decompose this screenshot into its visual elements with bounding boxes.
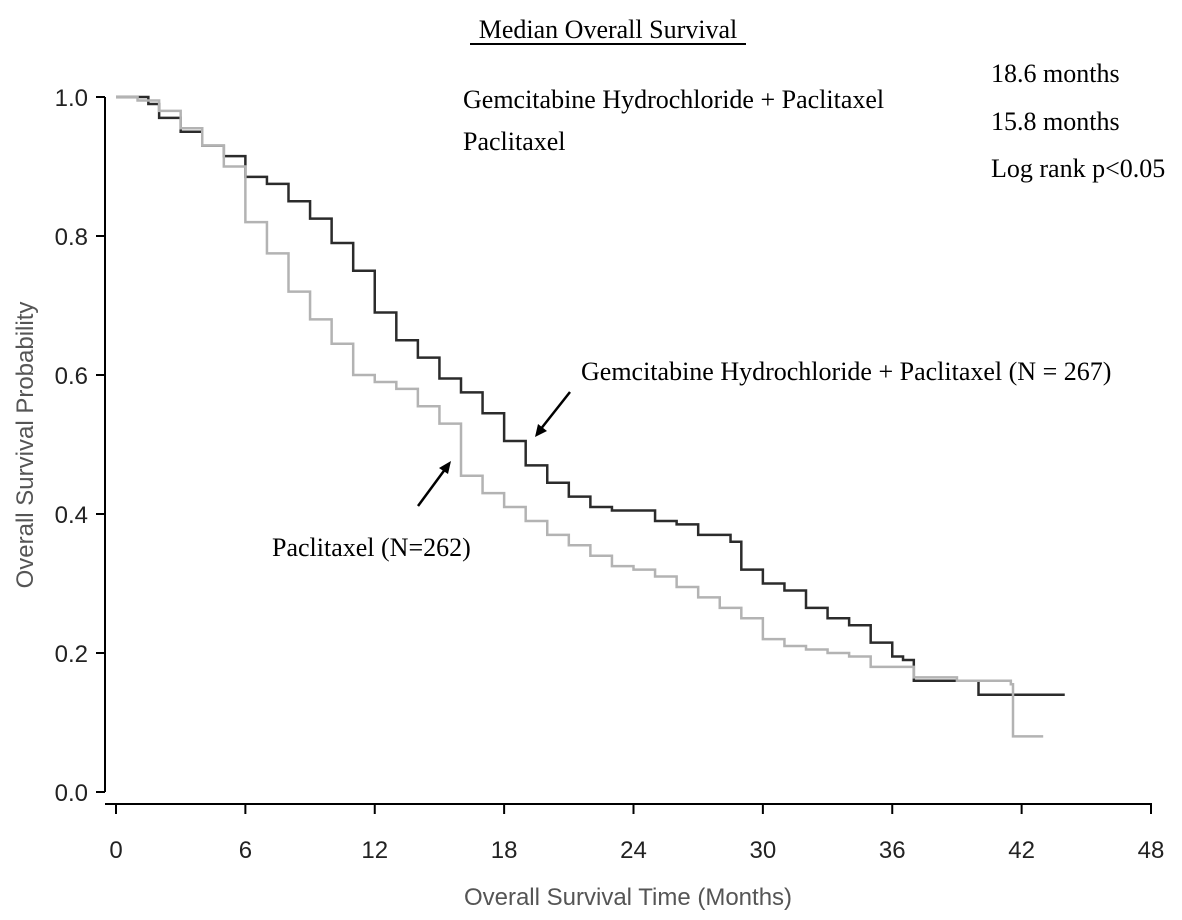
annotation-gem: Gemcitabine Hydrochloride + Paclitaxel (… xyxy=(581,357,1111,386)
annotation-arrow-pac xyxy=(416,461,451,507)
x-tick-label: 36 xyxy=(879,837,906,864)
x-tick-label: 48 xyxy=(1138,837,1165,864)
annotation-pac: Paclitaxel (N=262) xyxy=(272,533,471,562)
y-axis-label: Overall Survival Probability xyxy=(12,302,39,589)
legend-label-gem: Gemcitabine Hydrochloride + Paclitaxel xyxy=(463,85,884,114)
x-tick-label: 42 xyxy=(1008,837,1035,864)
y-tick-label: 0.4 xyxy=(55,502,88,529)
y-tick-label: 1.0 xyxy=(55,85,88,112)
x-tick-label: 18 xyxy=(491,837,518,864)
x-tick-label: 30 xyxy=(750,837,777,864)
series-line-gemcitabine-paclitaxel xyxy=(116,95,1065,696)
x-tick-label: 0 xyxy=(109,837,122,864)
legend-value-gem: 18.6 months xyxy=(991,59,1120,88)
annotation-arrow-gem xyxy=(535,391,571,437)
legend-stat: Log rank p<0.05 xyxy=(991,154,1165,183)
x-tick-label: 12 xyxy=(361,837,388,864)
legend-value-pac: 15.8 months xyxy=(991,107,1120,136)
x-tick-label: 24 xyxy=(620,837,647,864)
y-tick-label: 0.8 xyxy=(55,224,88,251)
x-axis-label: Overall Survival Time (Months) xyxy=(464,884,792,911)
y-tick-label: 0.2 xyxy=(55,641,88,668)
legend-label-pac: Paclitaxel xyxy=(463,127,566,156)
chart-title: Median Overall Survival xyxy=(479,15,738,44)
y-tick-label: 0.0 xyxy=(55,780,88,807)
x-tick-label: 6 xyxy=(239,837,252,864)
y-tick-label: 0.6 xyxy=(55,363,88,390)
series-line-paclitaxel xyxy=(116,95,1044,738)
